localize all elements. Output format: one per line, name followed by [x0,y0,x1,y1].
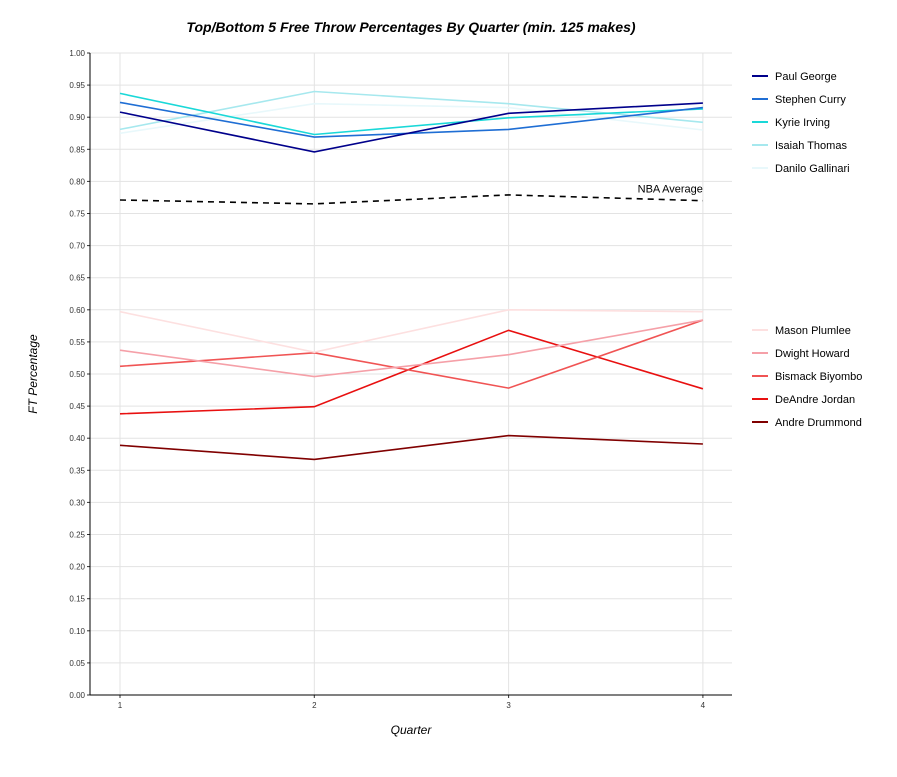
nba-average-label: NBA Average [638,184,703,196]
legend-label: Danilo Gallinari [775,163,850,175]
legend-top: Paul George Stephen Curry Kyrie Irving Isai… [752,71,850,175]
legend-label: DeAndre Jordan [775,394,855,406]
series-line-mason-plumlee [119,308,703,354]
x-tick-label: 2 [312,701,317,710]
y-tick-label: 0.55 [69,338,85,347]
y-tick-label: 0.40 [69,434,85,443]
legend-item-bismack-biyombo: Bismack Biyombo [752,371,862,383]
series-line-isaiah-thomas [119,90,703,131]
y-tick-label: 0.60 [69,306,85,315]
x-tick-label: 1 [118,701,123,710]
y-tick-label: 0.95 [69,81,85,90]
nba-average-dashed-line [119,194,703,205]
legend-item-deandre-jordan: DeAndre Jordan [752,394,855,406]
series-line-bismack-biyombo [119,319,704,389]
y-tick-label: 0.35 [69,466,85,475]
y-tick-label: 0.50 [69,370,85,379]
legend-item-kyrie-irving: Kyrie Irving [752,117,830,129]
legend-item-andre-drummond: Andre Drummond [752,417,862,429]
legend-label: Paul George [775,71,837,83]
series-line-andre-drummond [119,434,703,461]
y-tick-label: 0.90 [69,113,85,122]
legend-item-dwight-howard: Dwight Howard [752,348,850,360]
y-tick-label: 0.20 [69,563,85,572]
series-line-paul-george [119,102,703,153]
legend-label: Dwight Howard [775,348,850,360]
legend-label: Andre Drummond [775,417,862,429]
grid-lines [90,52,732,696]
legend-label: Isaiah Thomas [775,140,847,152]
y-tick-label: 0.00 [69,691,85,700]
chart-title: Top/Bottom 5 Free Throw Percentages By Q… [186,19,636,35]
y-tick-label: 0.80 [69,177,85,186]
legend-label: Kyrie Irving [775,117,830,129]
y-tick-label: 0.10 [69,627,85,636]
y-tick-label: 0.05 [69,659,85,668]
y-tick-label: 0.45 [69,402,85,411]
y-tick-label: 0.30 [69,498,85,507]
series-lines [119,90,704,461]
y-tick-label: 0.65 [69,274,85,283]
legend-item-isaiah-thomas: Isaiah Thomas [752,140,847,152]
y-tick-label: 0.75 [69,210,85,219]
legend-item-danilo-gallinari: Danilo Gallinari [752,163,850,175]
legend-label: Mason Plumlee [775,325,851,337]
y-tick-label: 0.25 [69,531,85,540]
x-axis-title: Quarter [391,723,433,737]
legend-bottom: Mason Plumlee Dwight Howard Bismack Biyomb… [752,325,862,429]
legend-label: Bismack Biyombo [775,371,862,383]
legend-label: Stephen Curry [775,94,846,106]
series-line-dwight-howard [119,319,704,378]
series-line-kyrie-irving [119,92,703,136]
legend-item-stephen-curry: Stephen Curry [752,94,846,106]
y-tick-label: 0.70 [69,242,85,251]
legend-item-mason-plumlee: Mason Plumlee [752,325,851,337]
axes: 0.00 0.05 0.10 0.15 0.20 0.25 0.30 0.35 0.40 0.45… [69,49,732,710]
nba-average-line: NBA Average [119,184,703,205]
x-tick-label: 4 [701,701,706,710]
legend-item-paul-george: Paul George [752,71,837,83]
y-axis-title: FT Percentage [26,334,40,414]
y-tick-label: 0.15 [69,595,85,604]
x-tick-label: 3 [506,701,511,710]
y-tick-label: 1.00 [69,49,85,58]
y-tick-label: 0.85 [69,145,85,154]
series-line-deandre-jordan [119,329,704,415]
